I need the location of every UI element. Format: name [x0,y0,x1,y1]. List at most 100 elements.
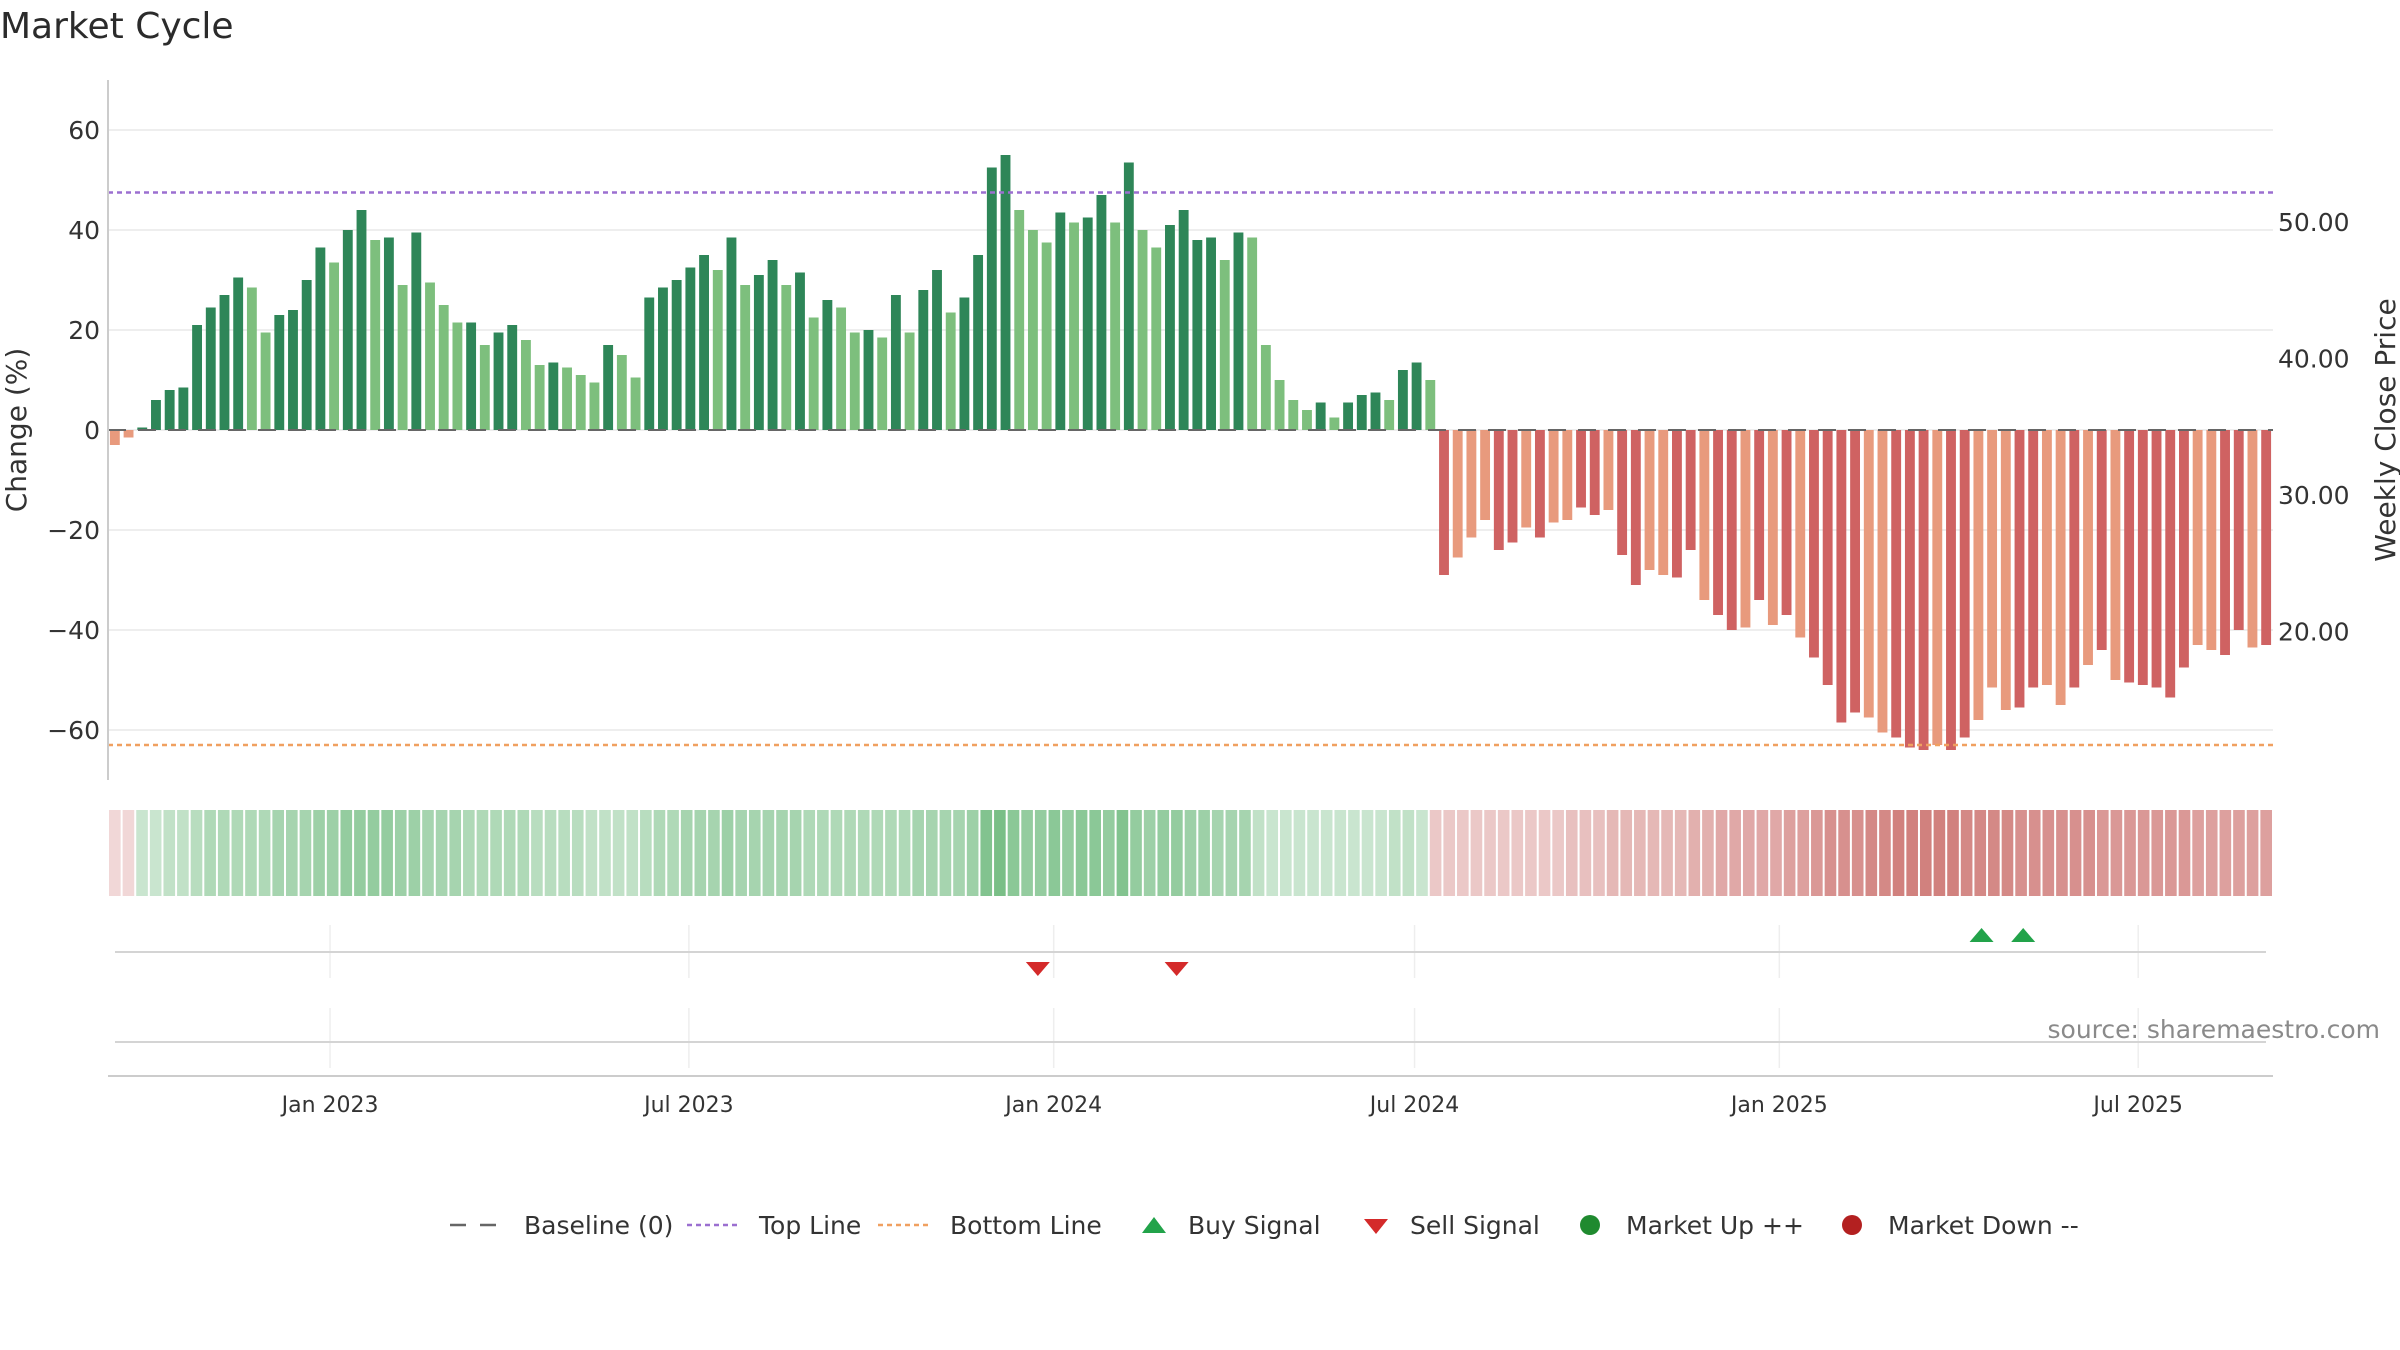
heat-cell [1593,810,1605,896]
change-bar [233,277,244,430]
heat-cell [871,810,884,896]
heat-cell [1048,810,1061,896]
heat-cell [1974,810,1987,896]
change-bar [562,367,572,430]
heat-cell [1239,810,1251,896]
heat-cell [857,810,870,896]
heat-cell [585,810,598,896]
heat-cell [177,810,189,896]
x-tick-label: Jul 2023 [642,1093,734,1118]
heat-cell [640,810,652,896]
change-bar [1891,430,1902,738]
y2-tick-label: 30.00 [2278,481,2350,510]
heat-cell [217,810,230,896]
change-bar [1507,430,1518,543]
change-bar [2110,430,2121,680]
change-bar [493,332,504,430]
y2-tick-label: 50.00 [2278,208,2350,237]
heat-cell [1702,810,1714,896]
legend-sell-icon [1364,1219,1388,1234]
heat-cell [939,810,952,896]
change-bar [1562,430,1573,520]
change-bar [1959,430,1970,738]
heat-cell [1824,810,1837,896]
axis-layer: 60 40 20 0 −20 −40 −60 50.00 40.00 30.00 20.00 Chan… [0,80,2400,780]
change-bar [1274,380,1285,430]
heat-cell [1348,810,1360,896]
change-bar [1932,430,1943,745]
y-axis-label: Change (%) [0,348,33,513]
change-bar [2137,430,2148,685]
change-bar [1151,247,1162,430]
heat-cell [354,810,366,896]
change-bar [1055,212,1066,430]
heat-cell [2233,810,2245,896]
heat-cell [830,810,843,896]
heat-cell [1225,810,1238,896]
change-bar [1644,430,1655,570]
change-bar [1576,430,1586,508]
change-bar [1822,430,1833,685]
change-bar [1014,210,1025,430]
change-bar [1411,362,1422,430]
heat-cell [190,810,203,896]
heat-cell [2042,810,2055,896]
change-bar [1425,380,1436,430]
change-bar [1493,430,1504,550]
legend: Baseline (0) Top Line Bottom Line Buy Signa… [450,1211,2079,1240]
heat-cell [204,810,216,896]
change-bar [411,232,422,430]
heat-cell [789,810,802,896]
legend-buy-icon [1142,1217,1166,1233]
sell-signal-marker [1025,962,1050,976]
heat-cell [1497,810,1510,896]
change-bar [1946,430,1956,750]
heat-cell [136,810,148,896]
heat-cell [394,810,407,896]
heat-cell [2246,810,2259,896]
change-bar [671,280,682,430]
heat-cell [599,810,611,896]
change-bar [1466,430,1477,538]
heat-cell [1783,810,1796,896]
heat-cell [844,810,856,896]
heat-cell [2001,810,2014,896]
heat-cell [381,810,393,896]
heat-cell [2124,810,2136,896]
heat-cell [762,810,775,896]
heat-cell [1688,810,1701,896]
heat-cell [531,810,543,896]
change-bar [1260,345,1271,430]
change-bar [986,167,997,430]
heat-cell [1062,810,1074,896]
heat-cell [1811,810,1823,896]
change-bar [397,285,408,430]
change-bar [781,285,792,430]
heat-cell [994,810,1006,896]
change-bar [1548,430,1559,523]
change-bar [151,400,161,430]
change-bar [603,345,614,430]
change-bar [1987,430,1998,688]
change-bar [1589,430,1600,515]
heat-cell [2015,810,2027,896]
heat-cell [245,810,257,896]
change-bar [1904,430,1915,748]
y-tick-label: −60 [47,716,100,745]
heat-cell [1947,810,1959,896]
change-bar [1329,417,1340,430]
heat-cell [272,810,285,896]
heat-cell [1838,810,1850,896]
change-bar [2083,430,2093,665]
x-tick-label: Jan 2024 [1003,1093,1102,1118]
change-bar [2124,430,2135,683]
heat-cell [1538,810,1551,896]
y-tick-label: 60 [68,116,100,145]
change-bar [1781,430,1792,615]
change-bar [1302,410,1312,430]
heat-cell [1865,810,1878,896]
change-bar [246,287,257,430]
change-bar [863,330,874,430]
change-bar [2000,430,2011,710]
legend-label-buy: Buy Signal [1188,1211,1321,1240]
